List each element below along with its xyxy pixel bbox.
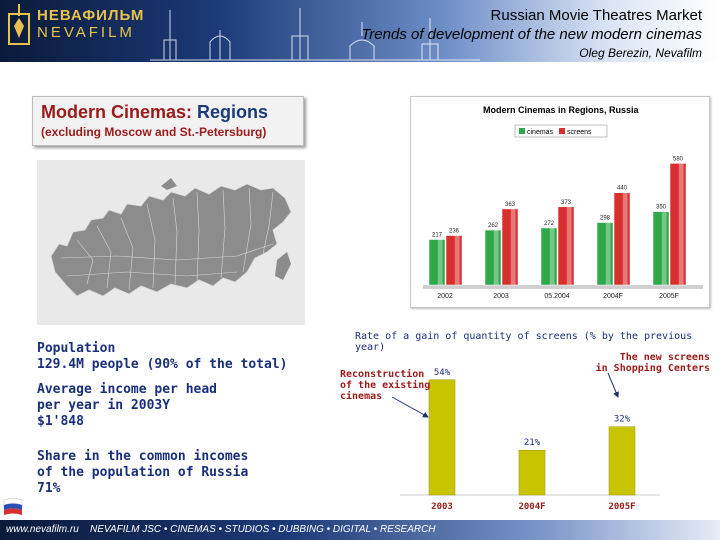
growth-bar-chart: 54% 2003 21% 2004F 32% 2005F	[391, 368, 660, 510]
annotation-right-line1: The new screens	[619, 352, 710, 363]
section-subtitle: (excluding Moscow and St.-Petersburg)	[41, 125, 267, 139]
annotation-reconstruction: Reconstruction of the existing cinemas	[340, 369, 430, 402]
bar-label: 580	[673, 156, 684, 162]
population-stat: Population 129.4M people (90% of the tot…	[37, 341, 287, 373]
bar-screens-2004F	[613, 192, 631, 286]
bar-screens-2003	[501, 208, 519, 286]
growth-category-label: 2005F	[608, 502, 635, 510]
bar-highlight	[661, 211, 667, 285]
section-title: Modern Cinemas: Regions	[41, 102, 268, 123]
share-value: 71%	[37, 481, 61, 496]
share-label-2: of the population of Russia	[37, 465, 249, 480]
bar-highlight	[605, 222, 611, 285]
annotation-left-line1: Reconstruction	[340, 369, 425, 380]
growth-chart-title: Rate of a gain of quantity of screens (%…	[355, 331, 693, 353]
header-title: Russian Movie Theatres Market	[490, 7, 702, 24]
bar-cinemas-2003	[484, 229, 502, 286]
bar-cinemas-2005F	[652, 211, 670, 286]
income-value: $1'848	[37, 414, 84, 429]
brand-name-ru: НЕВАФИЛЬМ	[37, 7, 145, 24]
brand-name-en: NEVAFILM	[37, 24, 135, 41]
income-stat: Average income per head per year in 2003…	[37, 382, 217, 430]
bar-highlight	[678, 163, 684, 285]
growth-bar-2003	[428, 379, 456, 496]
bar-screens-05.2004	[557, 206, 575, 286]
growth-bar-2005F	[608, 426, 636, 496]
bar-highlight	[566, 206, 572, 285]
header-author: Oleg Berezin, Nevafilm	[579, 46, 702, 60]
legend-swatch-cinemas	[519, 128, 525, 134]
bar-label: 298	[600, 216, 611, 222]
city-skyline-icon	[150, 8, 480, 61]
russia-regions-map	[37, 160, 305, 325]
chart-title: Modern Cinemas in Regions, Russia	[483, 105, 640, 115]
income-label-1: Average income per head	[37, 382, 218, 397]
footer-tagline: NEVAFILM JSC • CINEMAS • STUDIOS • DUBBI…	[90, 524, 436, 535]
bar-highlight	[510, 208, 516, 285]
chart-floor	[423, 285, 703, 289]
annotation-right-line2: in Shopping Centers	[595, 363, 710, 374]
arrow-right-icon	[607, 372, 619, 398]
bar-highlight	[437, 239, 443, 285]
section-title-part1: Modern Cinemas:	[41, 102, 193, 122]
category-label: 2005F	[659, 293, 679, 300]
footer-website-link[interactable]: www.nevafilm.ru	[6, 524, 79, 535]
bar-highlight	[454, 235, 460, 285]
category-label: 05.2004	[544, 293, 569, 300]
bar-label: 363	[505, 202, 516, 208]
bar-label: 262	[488, 223, 499, 229]
growth-bar-label: 32%	[614, 415, 631, 425]
bar-cinemas-05.2004	[540, 227, 558, 286]
legend-swatch-screens	[559, 128, 565, 134]
population-value: 129.4M people (90% of the total)	[37, 357, 288, 372]
growth-category-label: 2004F	[518, 502, 545, 510]
russia-map-icon	[50, 178, 292, 297]
bar-highlight	[622, 192, 628, 285]
growth-bar-label: 54%	[434, 368, 451, 378]
annotation-left-line2: of the existing	[340, 380, 431, 391]
share-label-1: Share in the common incomes	[37, 449, 249, 464]
bar-highlight	[493, 230, 499, 285]
category-label: 2004F	[603, 293, 623, 300]
section-heading-box: Modern Cinemas: Regions (excluding Mosco…	[32, 96, 304, 146]
russia-flag-icon	[3, 498, 23, 515]
bar-cinemas-2004F	[596, 222, 614, 286]
bar-label: 272	[544, 221, 555, 227]
bar-label: 440	[617, 186, 628, 192]
population-label: Population	[37, 341, 116, 356]
bar-label: 236	[449, 229, 460, 235]
arrow-left-icon	[391, 396, 429, 418]
header-banner: НЕВАФИЛЬМ NEVAFILM Russian Movie Theatre…	[0, 0, 720, 62]
bar-screens-2002	[445, 235, 463, 286]
bar-screens-2005F	[669, 163, 687, 286]
section-title-part2: Regions	[197, 102, 269, 122]
category-label: 2002	[437, 293, 453, 300]
growth-category-label: 2003	[431, 502, 453, 510]
growth-bar-label: 21%	[524, 438, 541, 448]
header-subtitle: Trends of development of the new modern …	[361, 26, 702, 43]
bar-highlight	[549, 227, 555, 285]
income-label-2: per year in 2003Y	[37, 398, 171, 413]
legend-label-screens: screens	[567, 129, 592, 136]
footer-bar: www.nevafilm.ru NEVAFILM JSC • CINEMAS •…	[0, 520, 720, 540]
regions-chart-panel: Modern Cinemas in Regions, Russia cinema…	[410, 96, 710, 308]
growth-bar-2004F	[518, 449, 546, 496]
bar-label: 373	[561, 200, 572, 206]
bar-label: 217	[432, 233, 443, 239]
annotation-new-screens: The new screens in Shopping Centers	[588, 352, 710, 374]
category-label: 2003	[493, 293, 509, 300]
annotation-left-line3: cinemas	[340, 391, 383, 402]
share-stat: Share in the common incomes of the popul…	[37, 449, 248, 497]
bar-label: 350	[656, 205, 667, 211]
regions-bar-chart: Modern Cinemas in Regions, Russia cinema…	[423, 105, 703, 300]
legend-label-cinemas: cinemas	[527, 129, 554, 136]
nevafilm-logo-icon	[8, 4, 30, 45]
bar-cinemas-2002	[428, 239, 446, 286]
